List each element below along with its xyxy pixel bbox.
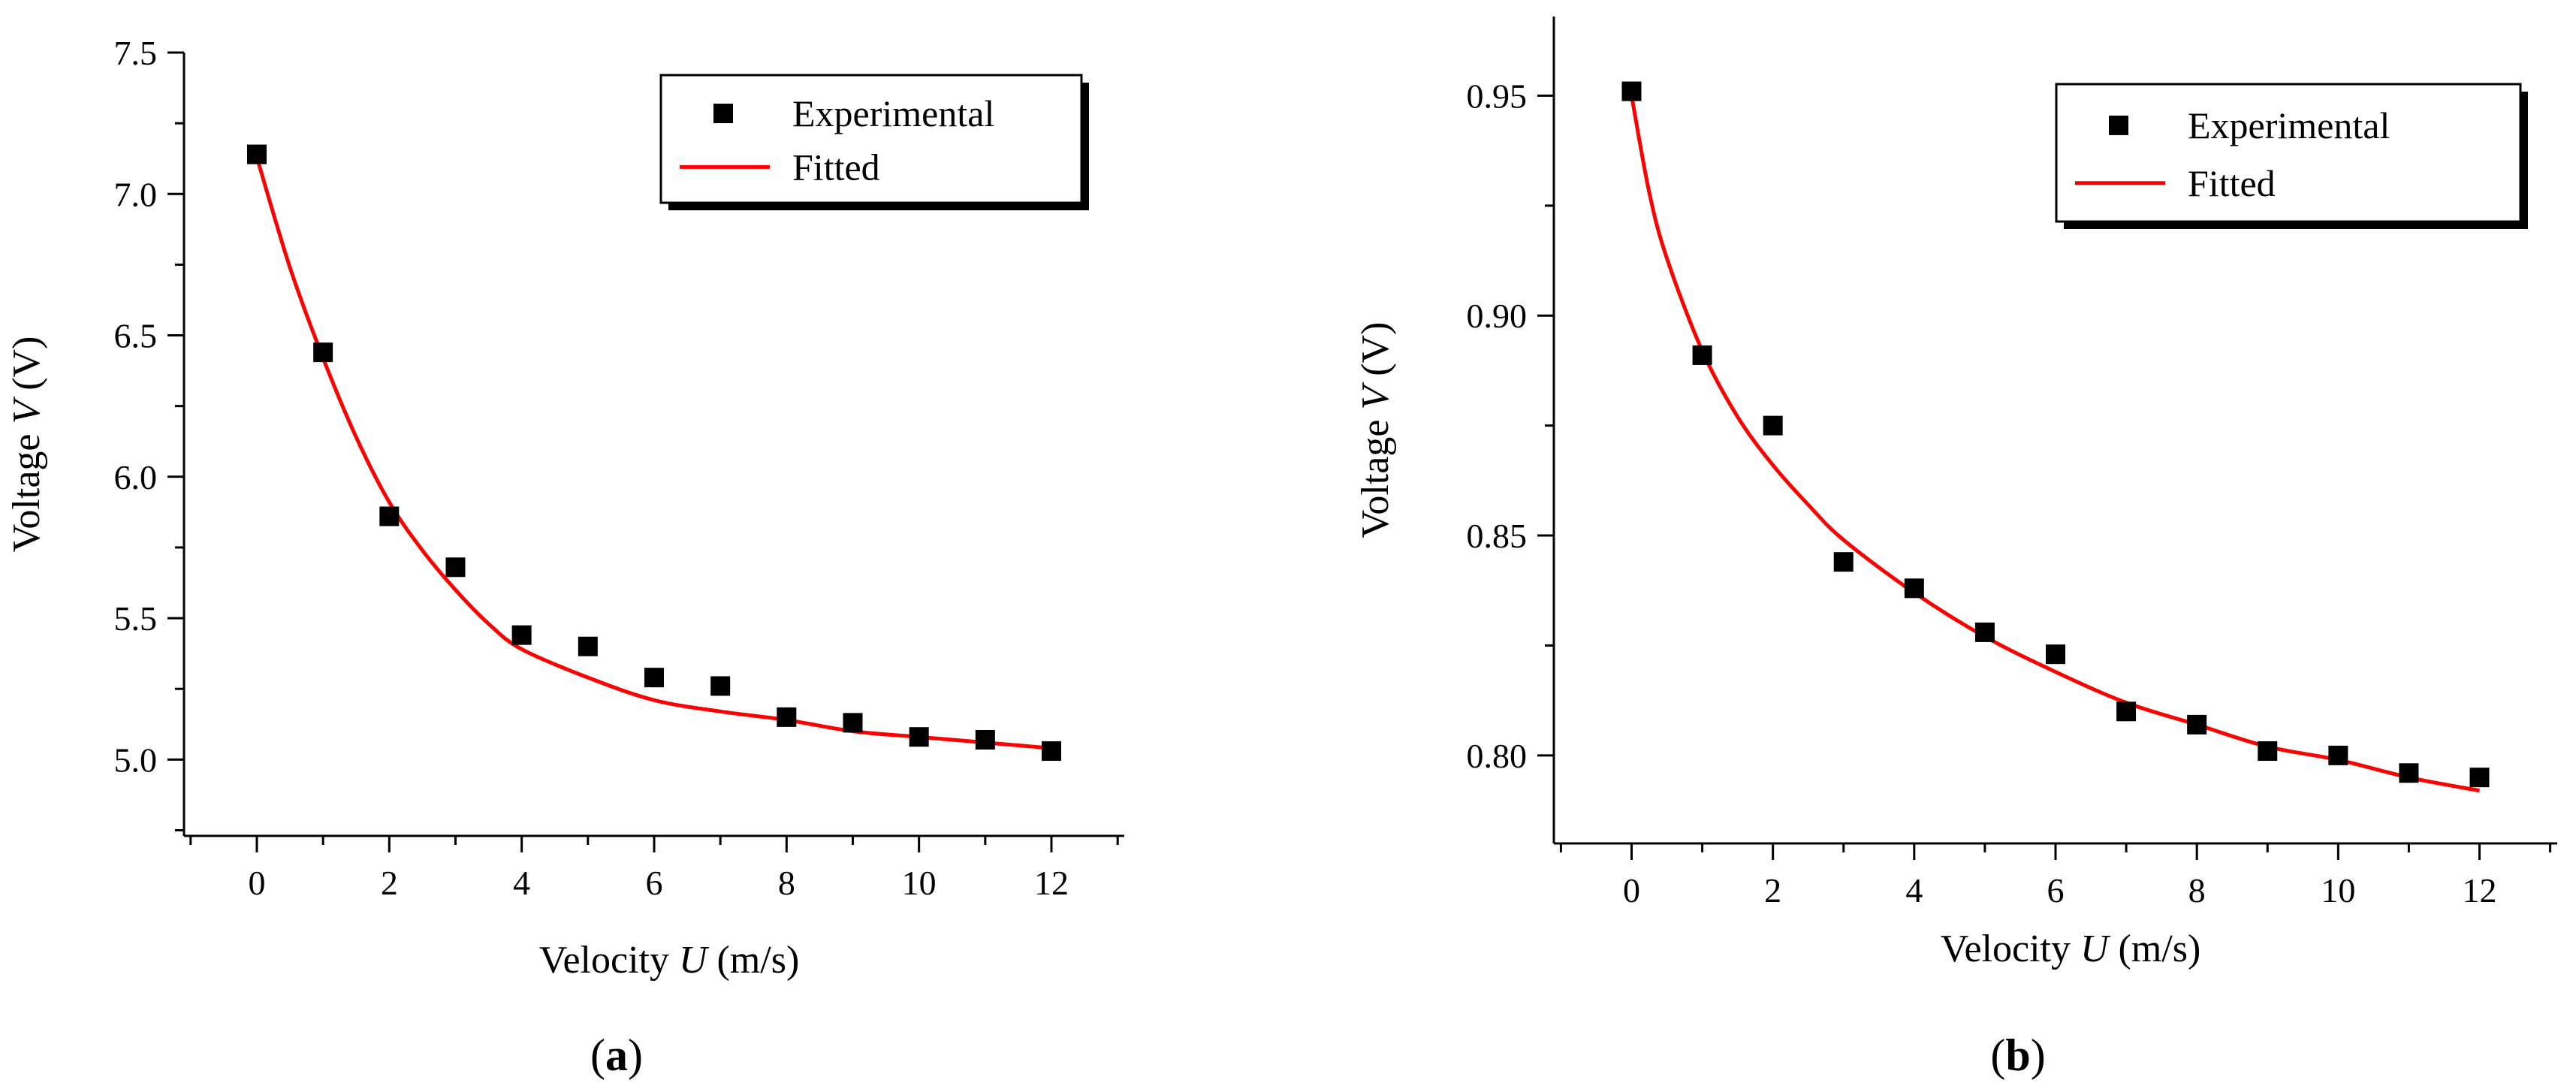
data-point xyxy=(710,676,731,696)
data-point xyxy=(843,713,863,733)
y-tick-label: 0.90 xyxy=(1467,297,1528,335)
y-tick-label: 6.0 xyxy=(114,458,158,496)
legend-box xyxy=(659,74,1083,204)
panel-label: (b) xyxy=(1990,1030,2045,1080)
data-point xyxy=(313,342,333,363)
y-axis-title-suffix: (V) xyxy=(5,336,48,400)
x-tick-label: 10 xyxy=(2321,871,2355,909)
data-point xyxy=(578,636,598,656)
data-point xyxy=(1042,741,1062,762)
data-point xyxy=(511,625,532,645)
legend-label: Fitted xyxy=(2188,162,2276,204)
data-point xyxy=(777,707,797,727)
y-tick-label: 0.80 xyxy=(1467,737,1528,775)
x-tick-label: 8 xyxy=(778,864,795,902)
y-tick-label: 6.5 xyxy=(114,317,158,355)
y-axis-title-suffix: (V) xyxy=(1354,322,1397,386)
data-point xyxy=(2258,741,2278,762)
data-point xyxy=(2187,714,2207,735)
chart-panel-a: 0 2 4 6 8 10 12 5.0 5.5 6.0 6.5 7.0 7.5 Velocity U (m… xyxy=(5,34,1124,1080)
data-point xyxy=(1763,415,1783,436)
data-point xyxy=(1904,578,1924,599)
x-tick-label: 4 xyxy=(1905,871,1923,909)
x-tick-label: 0 xyxy=(248,864,265,902)
x-axis-title-suffix: (m/s) xyxy=(707,939,800,982)
data-point xyxy=(1974,622,1995,642)
x-tick-label: 2 xyxy=(1764,871,1781,909)
data-point xyxy=(246,144,267,164)
legend-label: Experimental xyxy=(2188,104,2390,146)
y-axis-title: Voltage V (V) xyxy=(1354,322,1397,538)
y-axis-title-var: V xyxy=(1354,382,1397,410)
panel-label-letter: b xyxy=(2005,1030,2030,1080)
y-axis-title-prefix: Voltage xyxy=(1354,410,1397,538)
legend-marker-experimental xyxy=(2109,115,2128,135)
x-tick-label: 4 xyxy=(513,864,530,902)
data-point xyxy=(1692,345,1712,365)
data-point xyxy=(2469,768,2490,788)
y-axis-title-var: V xyxy=(5,397,48,424)
panel-label-letter: a xyxy=(605,1030,628,1080)
legend-label: Experimental xyxy=(792,92,994,134)
x-tick-label: 0 xyxy=(1623,871,1640,909)
data-point xyxy=(2328,745,2348,765)
x-tick-label: 12 xyxy=(2463,871,2497,909)
y-tick-label: 5.0 xyxy=(114,741,158,779)
legend-label: Fitted xyxy=(792,146,880,188)
chart-panel-b: 0 2 4 6 8 10 12 0.80 0.85 0.90 0.95 Velocity U (m/s… xyxy=(1354,17,2557,1080)
x-tick-label: 8 xyxy=(2188,871,2206,909)
x-axis-title: Velocity U (m/s) xyxy=(539,939,800,982)
x-tick-label: 10 xyxy=(902,864,937,902)
x-axis-title-prefix: Velocity xyxy=(1941,928,2080,970)
x-tick-label: 6 xyxy=(646,864,663,902)
x-axis-title-var: U xyxy=(2080,928,2111,970)
panel-label-close: ) xyxy=(2031,1030,2046,1080)
legend-box xyxy=(2055,83,2522,223)
legend-marker-experimental xyxy=(713,104,733,123)
x-tick-label: 6 xyxy=(2047,871,2065,909)
data-point xyxy=(2399,763,2419,783)
panel-label-close: ) xyxy=(628,1030,643,1080)
data-point xyxy=(644,668,664,688)
panel-label-open: ( xyxy=(590,1030,605,1080)
data-point xyxy=(1833,552,1854,572)
panel-label-open: ( xyxy=(1990,1030,2005,1080)
panel-label: (a) xyxy=(590,1030,643,1080)
y-tick-label: 7.0 xyxy=(114,175,158,213)
x-axis-title: Velocity U (m/s) xyxy=(1941,928,2201,970)
y-axis-title-prefix: Voltage xyxy=(5,424,48,553)
x-tick-label: 2 xyxy=(381,864,398,902)
data-point xyxy=(379,506,400,526)
x-axis-title-suffix: (m/s) xyxy=(2109,928,2201,970)
data-point xyxy=(975,729,995,750)
data-point xyxy=(909,727,929,747)
x-tick-label: 12 xyxy=(1034,864,1069,902)
data-point xyxy=(445,557,466,578)
x-axis-title-var: U xyxy=(679,939,710,982)
y-axis-title: Voltage V (V) xyxy=(5,336,48,553)
x-axis-title-prefix: Velocity xyxy=(539,939,679,982)
data-point xyxy=(1621,81,1642,101)
data-point xyxy=(2116,701,2137,722)
y-tick-label: 0.85 xyxy=(1467,517,1528,555)
y-tick-label: 7.5 xyxy=(114,34,158,72)
y-tick-label: 0.95 xyxy=(1467,77,1528,115)
data-point xyxy=(2046,644,2065,665)
y-tick-label: 5.5 xyxy=(114,599,158,638)
fitted-curve xyxy=(255,156,1052,750)
